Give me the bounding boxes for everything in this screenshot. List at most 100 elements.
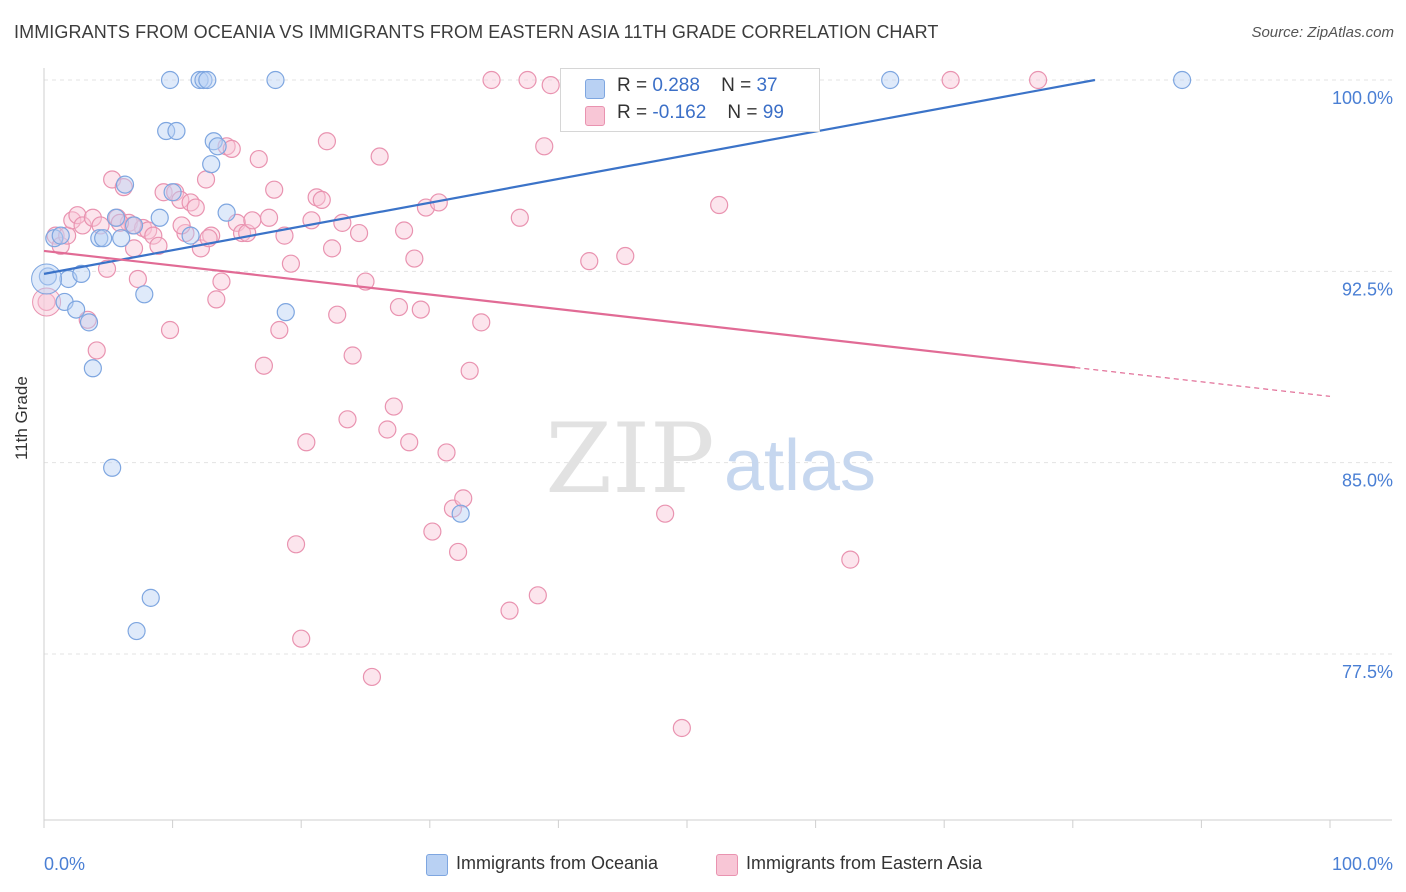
point-eastern-asia [343, 346, 362, 365]
point-eastern-asia [207, 290, 226, 309]
bottom-legend-swatch-oceania [426, 854, 448, 876]
legend-r-value-oceania: 0.288 [652, 75, 700, 96]
point-oceania [103, 458, 122, 477]
legend-r-label: R = [617, 75, 648, 96]
point-oceania [79, 313, 99, 332]
watermark: ZIP atlas [545, 403, 876, 515]
point-eastern-asia [1028, 70, 1048, 90]
point-eastern-asia [454, 489, 473, 508]
point-oceania [276, 303, 295, 322]
point-eastern-asia [500, 601, 519, 620]
point-eastern-asia [181, 193, 200, 212]
point-oceania [90, 229, 109, 248]
point-oceania [202, 155, 221, 174]
point-oceania [266, 70, 285, 90]
y-tick-label: 100.0% [1332, 88, 1393, 108]
legend-swatch-eastern-asia [585, 106, 605, 126]
point-oceania [1173, 70, 1192, 90]
point-eastern-asia [297, 433, 316, 452]
correlation-legend: R = 0.288 N = 37 R = -0.162 N = 99 [560, 68, 820, 132]
point-eastern-asia [254, 356, 274, 375]
watermark-atlas: atlas [724, 426, 876, 506]
point-eastern-asia [411, 300, 430, 319]
watermark-zip: ZIP [545, 403, 714, 515]
point-eastern-asia [423, 522, 442, 541]
point-eastern-asia [322, 239, 342, 258]
point-eastern-asia [160, 320, 180, 340]
point-eastern-asia [317, 132, 337, 151]
point-eastern-asia [259, 208, 279, 227]
point-eastern-asia [384, 397, 403, 416]
point-eastern-asia [460, 361, 479, 380]
legend-swatch-oceania [585, 79, 605, 99]
point-eastern-asia [510, 208, 529, 227]
trend-eastern-asia-dashed [1075, 366, 1331, 397]
legend-r-value-eastern-asia: -0.162 [652, 102, 707, 123]
point-eastern-asia [482, 70, 501, 90]
source-label: Source: ZipAtlas.com [1251, 24, 1394, 41]
series-eastern-asia-points [32, 70, 1048, 738]
point-eastern-asia [518, 70, 537, 90]
point-eastern-asia [172, 216, 191, 235]
point-eastern-asia [472, 313, 491, 332]
point-eastern-asia [37, 292, 56, 312]
legend-n-label: N = [721, 75, 752, 96]
point-eastern-asia [144, 226, 163, 245]
point-eastern-asia [312, 190, 331, 210]
trend-lines [43, 78, 1331, 397]
trend-eastern-asia-solid [43, 249, 1076, 369]
point-oceania [83, 359, 102, 378]
point-eastern-asia [32, 287, 62, 317]
point-oceania [31, 263, 63, 295]
point-oceania [181, 226, 200, 245]
point-eastern-asia [448, 542, 468, 562]
legend-n-value-eastern-asia: 99 [762, 102, 784, 123]
trend-oceania-solid [43, 78, 1096, 275]
point-oceania [115, 175, 135, 194]
point-eastern-asia [362, 667, 382, 687]
x-tick-label: 0.0% [44, 854, 85, 874]
point-eastern-asia [249, 149, 268, 169]
point-eastern-asia [528, 586, 547, 605]
point-eastern-asia [535, 137, 554, 156]
point-eastern-asia [212, 272, 231, 291]
point-eastern-asia [941, 70, 960, 90]
point-eastern-asia [196, 170, 216, 189]
point-oceania [451, 504, 470, 523]
point-oceania [217, 203, 236, 222]
point-eastern-asia [97, 259, 117, 278]
point-oceania [127, 621, 146, 641]
axes [43, 68, 1392, 828]
point-oceania [157, 121, 176, 141]
gridlines [44, 79, 1392, 655]
point-oceania [160, 70, 180, 90]
bottom-legend-label-eastern-asia: Immigrants from Eastern Asia [746, 853, 983, 873]
point-oceania [106, 208, 126, 227]
series-oceania-points [31, 70, 1192, 641]
point-eastern-asia [405, 249, 424, 268]
point-eastern-asia [68, 206, 87, 225]
point-eastern-asia [349, 223, 369, 243]
point-oceania [72, 264, 91, 283]
point-eastern-asia [616, 246, 635, 266]
point-eastern-asia [265, 180, 284, 199]
point-eastern-asia [389, 297, 409, 317]
point-eastern-asia [73, 216, 92, 235]
legend-r-label: R = [617, 102, 648, 123]
point-eastern-asia [149, 236, 168, 255]
point-eastern-asia [710, 195, 729, 215]
point-oceania [135, 285, 154, 304]
point-eastern-asia [394, 221, 414, 240]
point-oceania [67, 300, 86, 319]
point-eastern-asia [307, 188, 326, 207]
y-tick-label: 85.0% [1342, 471, 1393, 491]
chart-title: IMMIGRANTS FROM OCEANIA VS IMMIGRANTS FR… [14, 22, 939, 42]
point-oceania [167, 121, 186, 141]
point-oceania [94, 229, 113, 248]
legend-n-value-oceania: 37 [756, 75, 778, 96]
point-eastern-asia [370, 147, 389, 166]
point-oceania [881, 70, 900, 90]
point-oceania [198, 70, 217, 90]
x-tick-label: 100.0% [1332, 854, 1393, 874]
